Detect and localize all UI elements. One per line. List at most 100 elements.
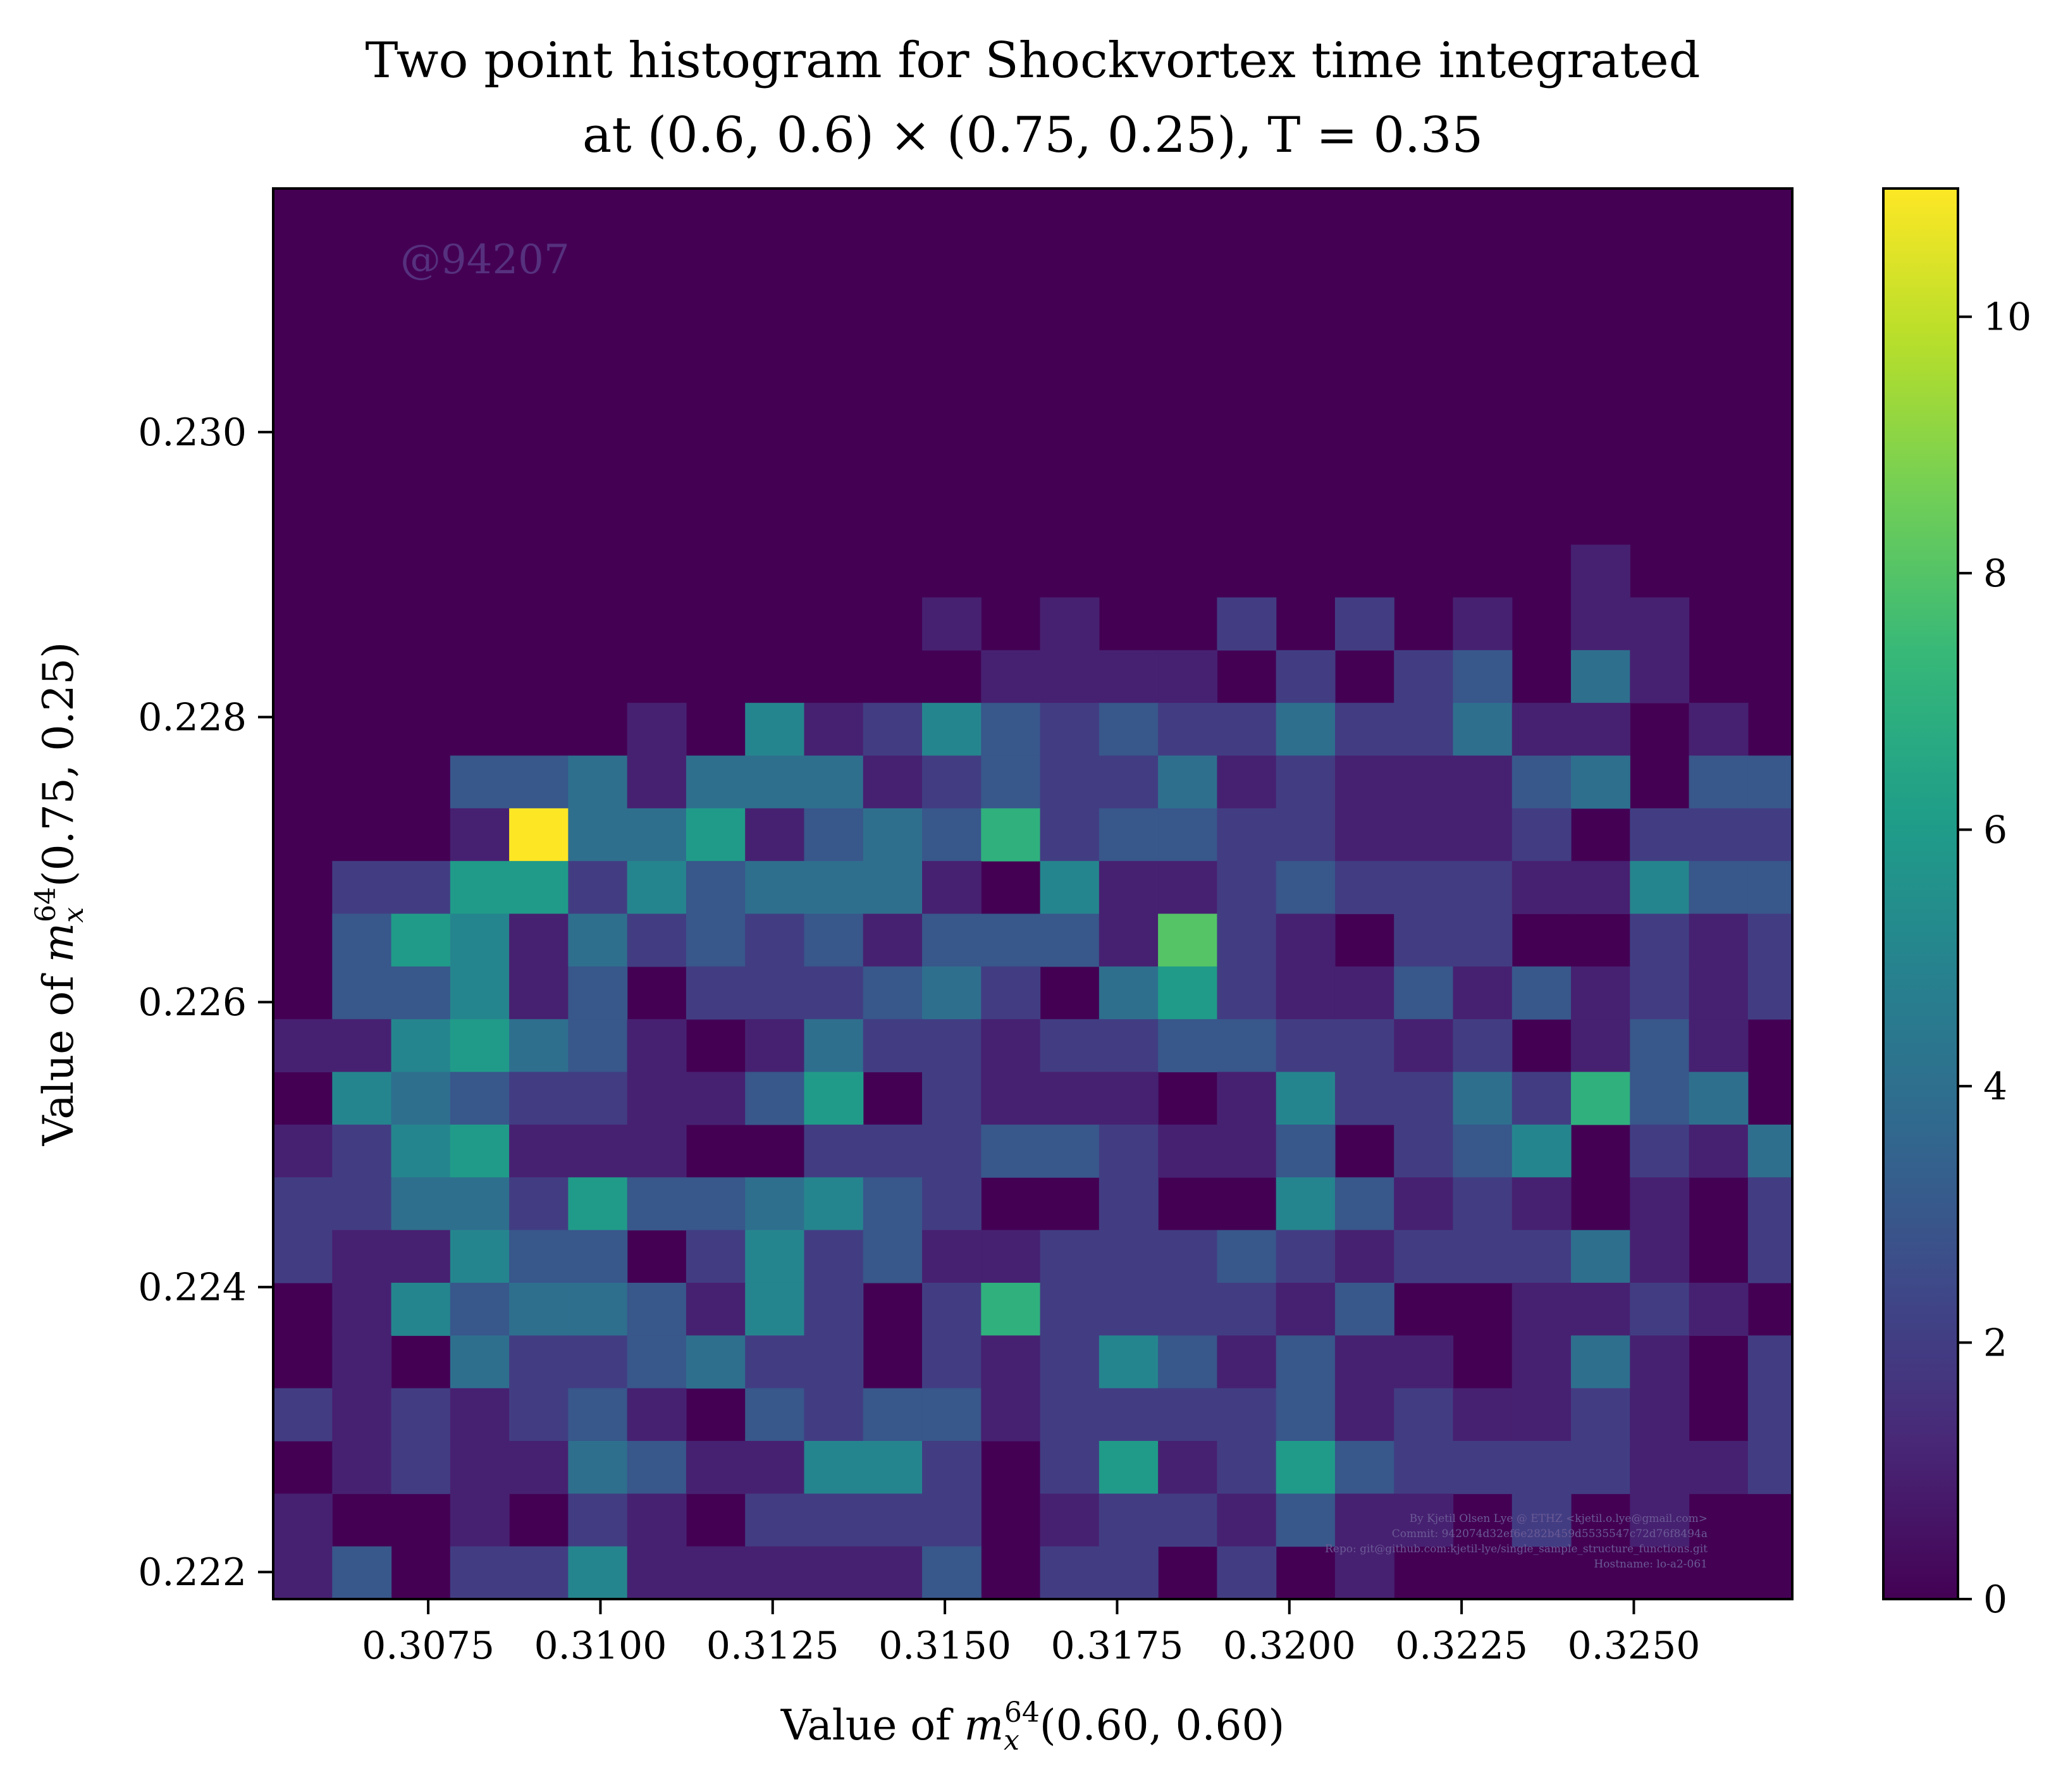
chart-title-line2: at (0.6, 0.6) × (0.75, 0.25), T = 0.35: [582, 107, 1483, 164]
watermark: @94207: [400, 237, 570, 283]
heatmap-cell: [1334, 966, 1394, 1020]
heatmap-cell: [273, 1388, 333, 1442]
heatmap-cell: [1630, 808, 1690, 862]
heatmap-cell: [2043, 914, 2068, 967]
heatmap-cell: [863, 703, 923, 757]
heatmap-cell: [863, 1388, 923, 1442]
x-tick-label: 0.3225: [1395, 1624, 1528, 1668]
heatmap-cell: [1158, 861, 1217, 915]
heatmap-cell: [1276, 703, 1336, 757]
heatmap-cell: [1747, 1230, 1792, 1283]
heatmap-cell: [1511, 703, 1572, 757]
heatmap-cell: [1747, 755, 1792, 809]
heatmap-cell: [509, 1124, 569, 1178]
heatmap-cell: [1571, 755, 1630, 809]
heatmap-cell: [1217, 703, 1277, 757]
heatmap-cell: [1807, 1125, 1866, 1178]
heatmap-cell: [1984, 756, 2043, 809]
heatmap-cell: [863, 1177, 923, 1231]
heatmap-cell: [627, 1440, 687, 1494]
heatmap-cell: [273, 1652, 333, 1705]
heatmap-cell: [1099, 1072, 1159, 1125]
heatmap-cell: [450, 1124, 510, 1178]
heatmap-cell: [1394, 703, 1454, 757]
heatmap-cell: [509, 966, 569, 1020]
heatmap-cell: [1453, 808, 1513, 862]
heatmap-cell: [1217, 966, 1277, 1020]
heatmap-cell: [1217, 913, 1277, 967]
heatmap-cell: [627, 1546, 687, 1599]
heatmap-cell: [2043, 967, 2068, 1020]
heatmap-cell: [686, 1546, 746, 1599]
heatmap-cell: [863, 966, 923, 1020]
heatmap-cell: [686, 1072, 746, 1125]
heatmap-cell: [1217, 1230, 1277, 1283]
heatmap-cell: [1571, 1388, 1630, 1442]
heatmap-cell: [627, 861, 687, 915]
heatmap-cell: [745, 1282, 805, 1336]
y-tick-label: 0.224: [138, 1266, 247, 1310]
x-tick-label: 0.3200: [1223, 1624, 1356, 1668]
heatmap-cell: [1334, 1335, 1394, 1389]
heatmap-cell: [1630, 1440, 1690, 1494]
heatmap-cell: [1217, 1019, 1277, 1073]
heatmap-cell: [1807, 756, 1866, 809]
heatmap-cell: [509, 1230, 569, 1283]
heatmap-cell: [804, 1177, 864, 1231]
heatmap-cell: [1689, 703, 1749, 757]
heatmap-cell: [686, 1335, 746, 1389]
heatmap-cell: [804, 1493, 864, 1547]
heatmap-cell: [509, 1546, 569, 1599]
heatmap-cell: [804, 1124, 864, 1178]
y-axis-ticks: 0.222 0.224 0.226 0.228 0.230: [138, 411, 273, 1595]
heatmap-cell: [745, 1546, 805, 1599]
heatmap-cell: [1453, 1230, 1513, 1283]
heatmap-cell: [1630, 1124, 1690, 1178]
heatmap-cell: [863, 755, 923, 809]
heatmap-cell: [568, 808, 628, 862]
heatmap-cell: [1217, 755, 1277, 809]
heatmap-cell: [627, 1282, 687, 1336]
heatmap-cell: [1571, 966, 1630, 1020]
x-tick-label: 0.3125: [706, 1624, 839, 1668]
heatmap-cell: [1689, 913, 1749, 967]
heatmap-cell: [627, 913, 687, 967]
heatmap-cell: [1158, 755, 1217, 809]
heatmap-cell: [804, 1072, 864, 1125]
heatmap-cell: [686, 1282, 746, 1336]
heatmap-cell: [1040, 1546, 1100, 1599]
heatmap-cell: [745, 913, 805, 967]
heatmap-cell: [509, 1282, 569, 1336]
heatmap-cell: [1571, 703, 1630, 757]
heatmap-cell: [1040, 1388, 1100, 1442]
heatmap-cell: [1511, 1493, 1572, 1547]
heatmap-cell: [1747, 966, 1792, 1020]
heatmap-cell: [804, 966, 864, 1020]
heatmap-cell: [1453, 1440, 1513, 1494]
heatmap-cell: [863, 1019, 923, 1073]
y-axis-label: Value of mx64(0.75, 0.25): [30, 642, 90, 1147]
heatmap-cell: [981, 1230, 1041, 1283]
heatmap-cell: [568, 1493, 628, 1547]
heatmap-cell: [1630, 861, 1690, 915]
heatmap-cell: [1394, 1335, 1454, 1389]
heatmap-cell: [804, 755, 864, 809]
credits-line: Commit: 942074d32ef6e282b459d5535547c72d…: [1392, 1528, 1708, 1540]
heatmap-cell: [1571, 1230, 1630, 1283]
heatmap-cell: [1689, 1019, 1749, 1073]
heatmap-cell: [1217, 597, 1277, 651]
heatmap-cell: [686, 1440, 746, 1494]
heatmap-cell: [745, 1019, 805, 1073]
chart-title-line1: Two point histogram for Shockvortex time…: [365, 32, 1700, 89]
heatmap-cell: [1511, 808, 1572, 862]
heatmap-cell: [1807, 1177, 1866, 1230]
heatmap-cell: [627, 1388, 687, 1442]
heatmap-cell: [1747, 913, 1792, 967]
heatmap-cell: [450, 755, 510, 809]
heatmap-cell: [1630, 597, 1690, 651]
heatmap-cell: [1158, 1440, 1217, 1494]
heatmap-cell: [1158, 1388, 1217, 1442]
heatmap-cell: [922, 1177, 982, 1231]
heatmap-cell: [1099, 1230, 1159, 1283]
heatmap-cell: [686, 913, 746, 967]
